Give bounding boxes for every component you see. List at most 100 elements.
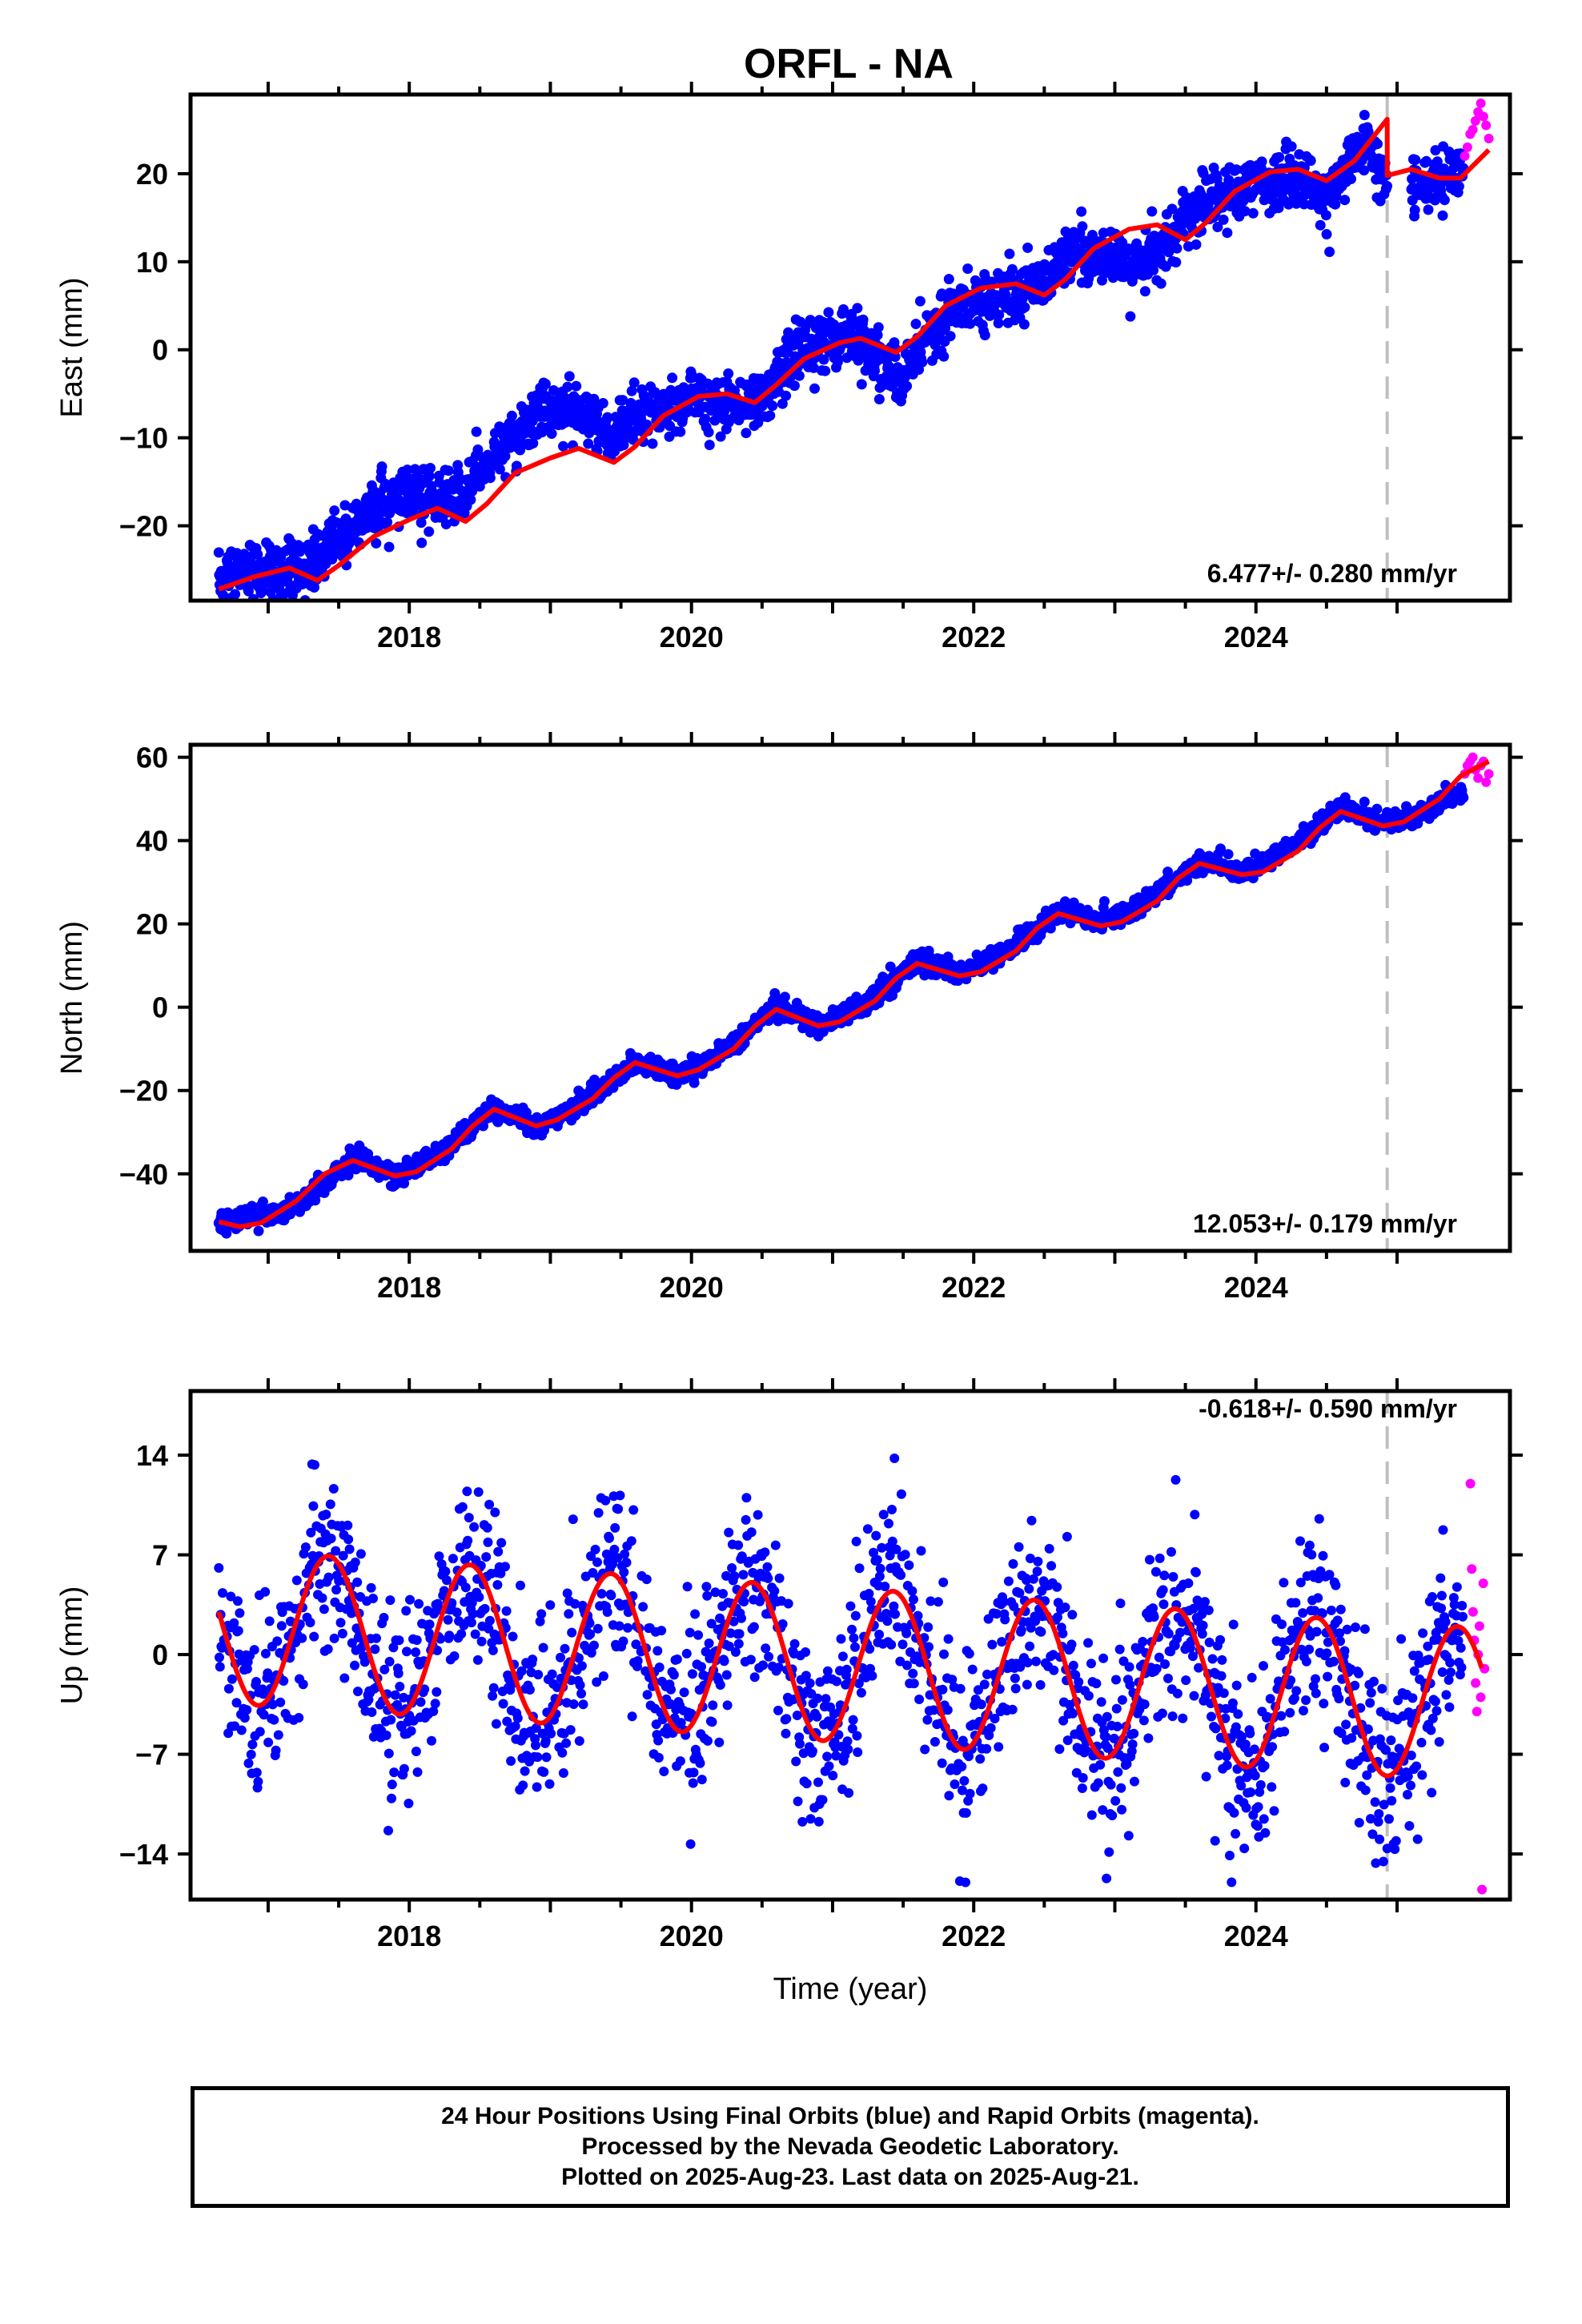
up-final-point bbox=[404, 1799, 414, 1808]
east-final-point bbox=[667, 372, 678, 384]
east-ytick-label: 0 bbox=[152, 334, 168, 367]
east-final-point bbox=[1346, 174, 1356, 184]
up-final-point bbox=[321, 1510, 331, 1520]
north-plot-area bbox=[213, 745, 1494, 1251]
east-final-point bbox=[597, 398, 608, 408]
east-final-point bbox=[753, 417, 764, 428]
east-final-point bbox=[1170, 257, 1182, 267]
east-final-point bbox=[838, 304, 849, 315]
east-rapid-point bbox=[1460, 151, 1470, 161]
up-final-point bbox=[399, 1763, 409, 1774]
east-final-point bbox=[910, 319, 921, 329]
east-final-point bbox=[626, 385, 637, 396]
east-final-point bbox=[818, 354, 829, 365]
east-xtick-label: 2024 bbox=[1224, 621, 1288, 653]
up-final-point bbox=[406, 1726, 416, 1736]
up-final-point bbox=[338, 1550, 348, 1561]
up-final-point bbox=[305, 1618, 315, 1627]
up-final-point bbox=[343, 1520, 353, 1530]
east-final-point bbox=[602, 412, 613, 423]
up-final-point bbox=[339, 1673, 350, 1683]
east-rapid-point bbox=[1470, 116, 1480, 126]
up-final-point bbox=[306, 1527, 316, 1538]
east-final-point bbox=[558, 440, 568, 452]
up-final-point bbox=[350, 1660, 359, 1671]
up-final-point bbox=[231, 1698, 242, 1708]
up-final-point bbox=[226, 1591, 236, 1602]
up-final-point bbox=[271, 1745, 281, 1755]
north-final-point bbox=[1223, 849, 1234, 860]
north-final-orbit-points bbox=[213, 779, 1469, 1239]
east-final-point bbox=[583, 438, 594, 449]
east-final-point bbox=[647, 438, 658, 449]
east-final-point bbox=[873, 394, 885, 404]
up-final-point bbox=[383, 1825, 393, 1835]
east-final-point bbox=[230, 589, 241, 600]
east-final-point bbox=[917, 356, 928, 368]
up-final-point bbox=[215, 1652, 224, 1663]
north-rapid-point bbox=[1473, 773, 1484, 783]
east-final-point bbox=[1305, 155, 1316, 167]
up-final-point bbox=[379, 1613, 389, 1622]
up-final-point bbox=[368, 1594, 378, 1603]
east-final-point bbox=[781, 390, 792, 401]
up-final-point bbox=[247, 1739, 258, 1750]
east-final-point bbox=[1453, 181, 1464, 192]
north-final-point bbox=[779, 991, 790, 1003]
north-xtick-label: 2024 bbox=[1224, 1271, 1288, 1304]
up-final-point bbox=[337, 1628, 347, 1638]
up-final-point bbox=[352, 1577, 363, 1587]
up-final-point bbox=[251, 1767, 262, 1778]
east-rapid-point bbox=[1484, 134, 1494, 143]
up-final-point bbox=[233, 1596, 243, 1606]
east-final-point bbox=[703, 427, 714, 438]
east-final-point bbox=[1239, 206, 1251, 217]
east-final-point bbox=[1439, 195, 1450, 206]
up-final-point bbox=[275, 1697, 286, 1707]
east-final-point bbox=[993, 318, 1004, 328]
up-final-point bbox=[230, 1721, 240, 1731]
east-final-point bbox=[1155, 278, 1166, 289]
up-final-point bbox=[291, 1575, 302, 1586]
up-final-point bbox=[214, 1562, 224, 1573]
up-final-point bbox=[233, 1626, 243, 1636]
north-rate-label: 12.053+/- 0.179 mm/yr bbox=[1193, 1209, 1457, 1238]
east-rapid-point bbox=[1476, 99, 1486, 108]
up-final-point bbox=[329, 1633, 339, 1643]
east-final-point bbox=[416, 517, 427, 529]
up-final-point bbox=[227, 1674, 237, 1684]
east-final-point bbox=[1410, 155, 1421, 166]
east-final-point bbox=[382, 517, 393, 528]
east-final-point bbox=[675, 426, 686, 437]
up-final-point bbox=[215, 1662, 225, 1672]
north-ytick-label: 60 bbox=[136, 742, 168, 774]
east-final-point bbox=[383, 541, 395, 553]
north-xtick-label: 2022 bbox=[942, 1271, 1006, 1304]
east-final-point bbox=[873, 322, 884, 333]
east-final-point bbox=[1286, 141, 1297, 152]
east-final-point bbox=[809, 383, 820, 394]
east-rapid-orbit-points bbox=[1460, 99, 1494, 161]
north-final-point bbox=[689, 1077, 700, 1088]
east-final-point bbox=[213, 547, 224, 558]
east-final-point bbox=[528, 438, 539, 448]
east-frame bbox=[188, 92, 1512, 603]
north-final-point bbox=[885, 961, 896, 972]
east-final-point bbox=[1006, 263, 1018, 275]
up-final-point bbox=[326, 1534, 336, 1544]
east-final-point bbox=[1223, 175, 1235, 186]
east-final-point bbox=[945, 331, 956, 342]
up-final-point bbox=[416, 1697, 426, 1707]
east-final-point bbox=[848, 315, 858, 326]
up-final-point bbox=[260, 1648, 271, 1659]
up-final-point bbox=[384, 1656, 395, 1667]
east-final-point bbox=[1004, 248, 1015, 259]
up-final-point bbox=[223, 1683, 234, 1694]
east-final-point bbox=[1315, 219, 1326, 231]
up-final-point bbox=[402, 1647, 412, 1657]
up-final-point bbox=[370, 1644, 380, 1655]
north-ytick-label: 40 bbox=[136, 825, 168, 858]
up-final-point bbox=[353, 1687, 363, 1697]
up-final-point bbox=[411, 1647, 421, 1658]
